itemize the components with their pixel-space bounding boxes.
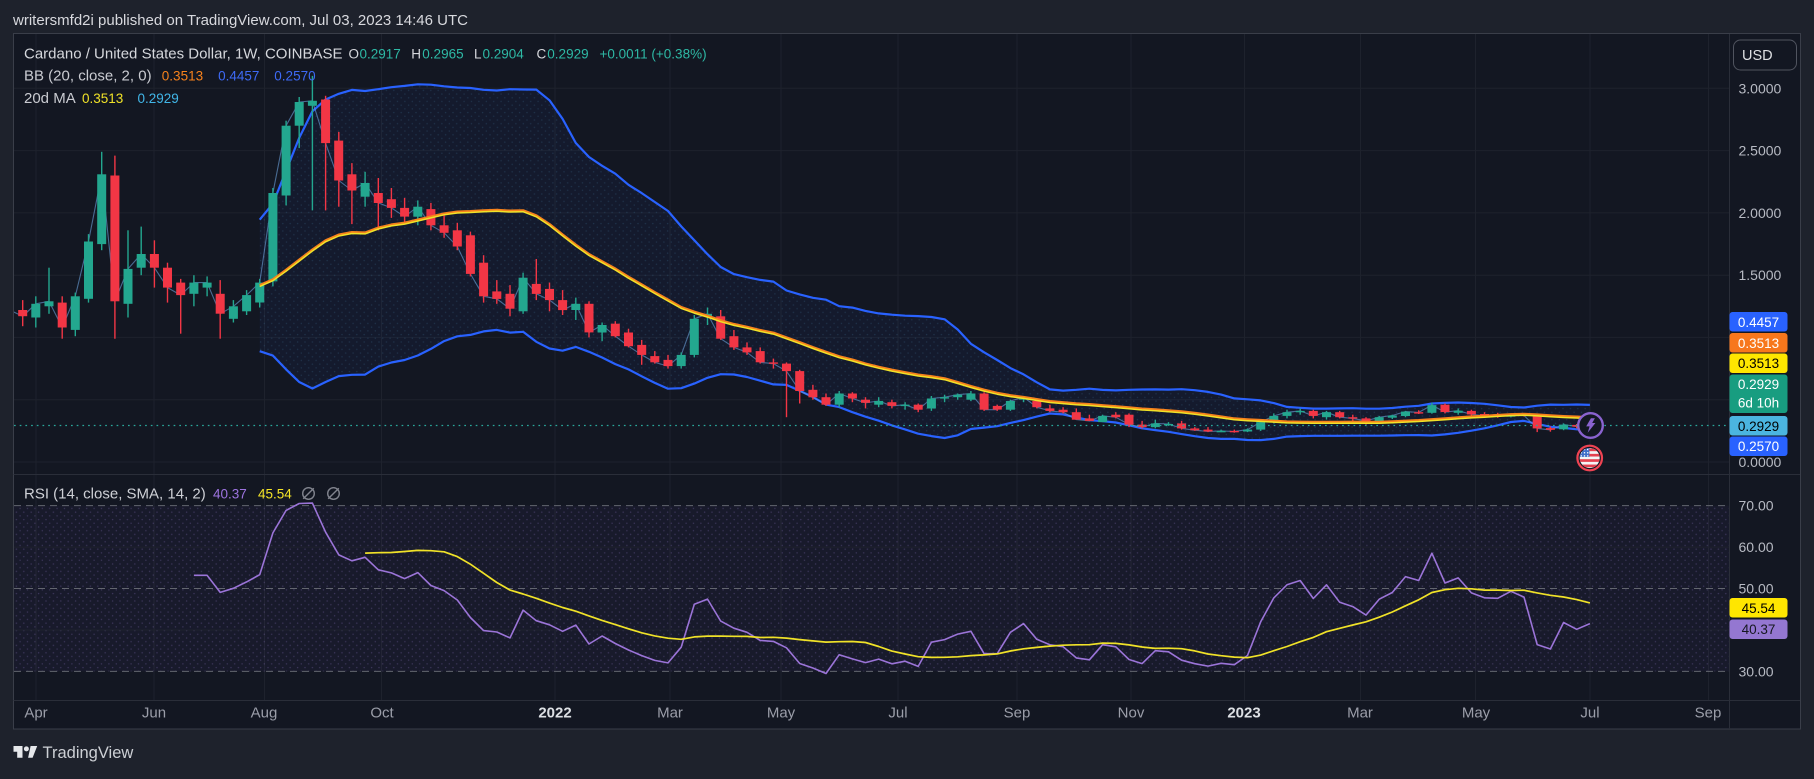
svg-text:6d 10h: 6d 10h [1738,396,1779,411]
svg-text:Jul: Jul [1580,705,1599,722]
svg-text:40.37: 40.37 [1742,622,1776,637]
svg-text:TradingView: TradingView [43,744,134,762]
svg-text:3.0000: 3.0000 [1739,80,1782,96]
svg-text:Apr: Apr [24,705,47,722]
svg-text:0.3513: 0.3513 [82,91,123,106]
svg-text:0.0000: 0.0000 [1739,454,1782,470]
svg-text:0.2904: 0.2904 [483,47,525,62]
svg-text:Sep: Sep [1695,705,1722,722]
svg-text:0.4457: 0.4457 [1738,315,1779,330]
svg-text:60.00: 60.00 [1739,539,1774,555]
svg-text:0.3513: 0.3513 [1738,356,1779,371]
svg-text:0.4457: 0.4457 [218,68,259,83]
svg-text:Jun: Jun [142,705,166,722]
svg-text:May: May [767,705,796,722]
svg-text:USD: USD [1742,48,1773,64]
svg-text:40.37: 40.37 [213,487,247,502]
svg-text:2.0000: 2.0000 [1739,205,1782,221]
svg-text:O: O [349,47,360,62]
svg-text:0.2965: 0.2965 [422,47,463,62]
svg-text:2022: 2022 [538,705,571,722]
svg-text:70.00: 70.00 [1739,498,1774,514]
svg-text:1.5000: 1.5000 [1739,267,1782,283]
svg-text:45.54: 45.54 [258,487,292,502]
svg-text:C: C [537,47,547,62]
svg-text:May: May [1462,705,1491,722]
svg-text:Aug: Aug [251,705,278,722]
svg-text:20d MA: 20d MA [24,90,76,107]
svg-text:Oct: Oct [370,705,394,722]
svg-text:0.2570: 0.2570 [274,68,315,83]
svg-text:H: H [411,47,421,62]
svg-text:50.00: 50.00 [1739,581,1774,597]
svg-text:0.2929: 0.2929 [1738,419,1779,434]
svg-text:0.3513: 0.3513 [1738,336,1779,351]
svg-text:Sep: Sep [1004,705,1031,722]
svg-text:Mar: Mar [1347,705,1373,722]
svg-text:0.2570: 0.2570 [1738,439,1779,454]
svg-text:0.2929: 0.2929 [1738,377,1779,392]
svg-text:30.00: 30.00 [1739,663,1774,679]
svg-text:BB (20, close, 2, 0): BB (20, close, 2, 0) [24,67,152,84]
svg-text:45.54: 45.54 [1742,601,1776,616]
svg-text:0.2917: 0.2917 [360,47,401,62]
svg-text:writersmfd2i published on Trad: writersmfd2i published on TradingView.co… [12,12,468,29]
svg-text:RSI (14, close, SMA, 14, 2): RSI (14, close, SMA, 14, 2) [24,486,206,503]
svg-text:L: L [474,47,482,62]
svg-text:+0.0011 (+0.38%): +0.0011 (+0.38%) [600,47,707,62]
svg-text:0.3513: 0.3513 [162,68,203,83]
svg-text:Jul: Jul [888,705,907,722]
svg-text:0.2929: 0.2929 [547,47,588,62]
svg-text:0.2929: 0.2929 [138,91,179,106]
svg-text:Mar: Mar [657,705,683,722]
svg-text:2023: 2023 [1227,705,1260,722]
svg-text:Nov: Nov [1118,705,1145,722]
svg-text:Cardano / United States Dollar: Cardano / United States Dollar, 1W, COIN… [24,46,342,63]
svg-text:2.5000: 2.5000 [1739,143,1782,159]
